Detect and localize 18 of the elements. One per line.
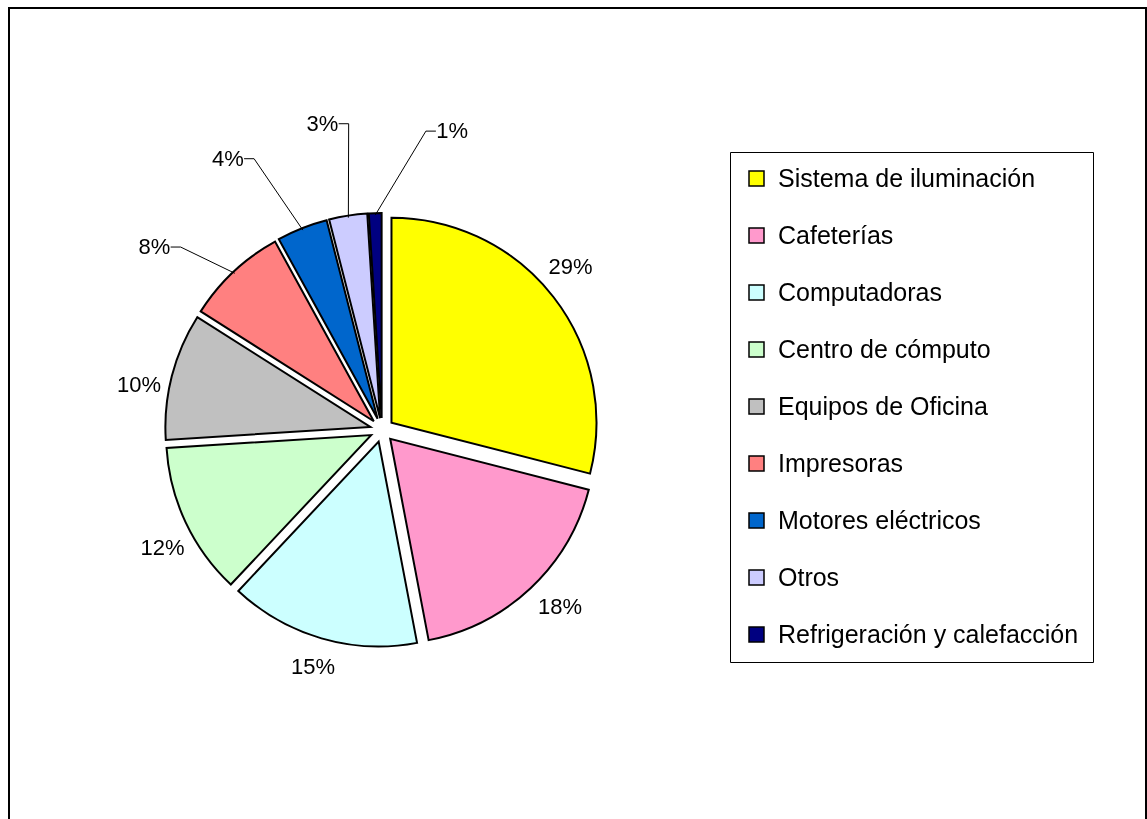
legend-label: Impresoras (778, 448, 904, 477)
legend-label: Cafeterías (778, 220, 894, 249)
legend-label: Computadoras (778, 277, 942, 306)
data-label: 10% (117, 372, 162, 398)
legend-label: Equipos de Oficina (778, 391, 988, 420)
data-label: 12% (140, 534, 185, 560)
legend-label: Otros (778, 562, 840, 591)
legend-label: Centro de cómputo (778, 334, 991, 363)
legend-label: Sistema de iluminación (778, 163, 1036, 192)
legend-label: Motores eléctricos (778, 505, 981, 534)
legend-label: Refrigeración y calefacción (778, 619, 1079, 648)
data-label: 4% (211, 145, 244, 171)
data-label: 18% (538, 593, 583, 619)
data-label: 1% (436, 118, 468, 144)
data-label: 3% (306, 110, 339, 136)
data-label: 15% (291, 654, 336, 680)
data-label: 29% (548, 254, 593, 280)
data-label: 8% (138, 234, 171, 260)
